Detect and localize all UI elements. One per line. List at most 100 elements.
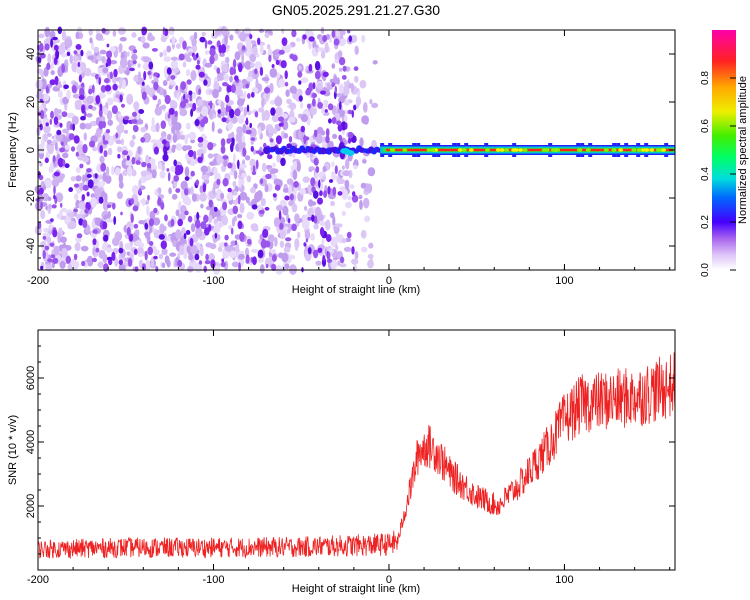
spectrogram-noise-cell <box>72 93 80 99</box>
spectrogram-noise-cell <box>221 63 229 73</box>
spectrogram-noise-cell <box>287 44 292 50</box>
spectrogram-noise-cell <box>133 49 138 54</box>
spectrogram-noise-cell <box>237 159 240 170</box>
spectrogram-x-tick-label: -200 <box>27 275 49 287</box>
spectrogram-noise-cell <box>148 61 154 70</box>
spectrogram-x-tick-label: 100 <box>555 275 573 287</box>
spectrogram-noise-cell <box>291 29 297 38</box>
spectrogram-noise-cell <box>80 245 89 252</box>
spectrogram-noise-cell <box>336 112 341 121</box>
spectrogram-noise-cell <box>279 240 285 248</box>
spectrogram-noise-cell <box>73 208 79 213</box>
spectrogram-noise-cell <box>237 115 245 124</box>
spectrogram-noise-cell <box>353 104 357 111</box>
spectrogram-noise-cell <box>221 258 225 263</box>
spectrogram-signal-cell <box>495 148 501 152</box>
spectrogram-noise-cell <box>187 265 194 273</box>
spectrogram-noise-cell <box>323 99 329 109</box>
spectrogram-noise-cell <box>341 210 346 216</box>
spectrogram-noise-cell <box>261 162 267 172</box>
spectrogram-noise-cell <box>53 116 59 125</box>
spectrogram-noise-cell <box>112 237 120 247</box>
spectrogram-signal-cell <box>485 148 490 152</box>
spectrogram-noise-cell <box>39 123 43 131</box>
spectrogram-noise-cell <box>158 234 165 240</box>
spectrogram-noise-cell <box>67 263 73 272</box>
spectrogram-x-tick-label: 0 <box>386 275 392 287</box>
spectrogram-noise-cell <box>84 111 87 118</box>
spectrogram-noise-cell <box>117 146 123 153</box>
spectrogram-noise-cell <box>359 137 364 148</box>
spectrogram-noise-cell <box>98 107 103 118</box>
spectrogram-noise-cell <box>140 35 146 44</box>
colorbar-gradient <box>712 30 736 270</box>
spectrogram-noise-cell <box>152 95 158 101</box>
spectrogram-noise-cell <box>140 198 147 205</box>
spectrogram-noise-cell <box>341 238 347 244</box>
spectrogram-noise-cell <box>217 128 223 134</box>
spectrogram-noise-cell <box>79 163 84 169</box>
spectrogram-noise-cell <box>225 104 229 113</box>
spectrogram-noise-cell <box>278 116 284 122</box>
spectrogram-noise-cell <box>346 231 352 239</box>
spectrogram-noise-cell <box>106 97 114 106</box>
spectrogram-noise-cell <box>133 223 139 229</box>
spectrogram-noise-cell <box>250 223 259 231</box>
spectrogram-noise-cell <box>200 105 209 117</box>
spectrogram-noise-cell <box>162 49 168 57</box>
spectrogram-noise-cell <box>232 205 239 215</box>
spectrogram-signal-cell <box>603 148 609 152</box>
spectrogram-noise-cell <box>302 34 307 40</box>
spectrogram-noise-cell <box>86 191 90 197</box>
snr-y-tick-label: 4000 <box>25 430 37 454</box>
spectrogram-noise-cell <box>161 262 166 269</box>
spectrogram-noise-cell <box>62 128 69 134</box>
spectrogram-noise-cell <box>348 137 352 144</box>
spectrogram-noise-cell <box>146 162 152 169</box>
spectrogram-noise-cell <box>147 35 156 42</box>
spectrogram-noise-cell <box>238 262 242 272</box>
spectrogram-noise-cell <box>38 33 45 39</box>
spectrogram-noise-cell <box>226 192 234 201</box>
colorbar-label: Normalized spectral amplitude <box>737 76 749 224</box>
spectrogram-noise-cell <box>66 51 71 57</box>
spectrogram-noise-cell <box>204 260 211 265</box>
spectrogram-noise-cell <box>162 26 166 36</box>
spectrogram-noise-cell <box>197 156 203 163</box>
spectrogram-noise-cell <box>99 155 105 164</box>
spectrogram-noise-cell <box>338 57 346 66</box>
spectrogram-noise-cell <box>186 79 192 85</box>
spectrogram-noise-cell <box>209 243 217 250</box>
spectrogram-noise-cell <box>258 238 262 245</box>
spectrogram-noise-cell <box>115 132 119 139</box>
spectrogram-noise-cell <box>247 238 252 245</box>
spectrogram-noise-cell <box>293 181 299 188</box>
spectrogram-noise-cell <box>363 116 369 125</box>
spectrogram-noise-cell <box>147 246 153 256</box>
spectrogram-noise-cell <box>353 164 358 170</box>
spectrogram-noise-cell <box>239 31 248 42</box>
spectrogram-noise-cell <box>118 259 124 266</box>
spectrogram-noise-cell <box>269 249 277 254</box>
spectrogram-noise-cell <box>170 165 177 173</box>
spectrogram-noise-cell <box>336 120 342 126</box>
spectrogram-noise-cell <box>107 119 113 126</box>
spectrogram-noise-cell <box>219 52 225 57</box>
spectrogram-noise-cell <box>342 170 351 177</box>
spectrogram-noise-cell <box>68 133 75 141</box>
spectrogram-noise-cell <box>188 253 194 261</box>
spectrogram-noise-cell <box>323 190 328 198</box>
spectrogram-noise-cell <box>121 103 125 108</box>
spectrogram-noise-cell <box>102 253 108 264</box>
spectrogram-noise-cell <box>264 32 270 39</box>
spectrogram-noise-cell <box>271 263 277 272</box>
spectrogram-noise-cell <box>185 69 191 77</box>
spectrogram-noise-cell <box>224 242 228 247</box>
spectrogram-noise-cell <box>152 217 161 226</box>
spectrogram-noise-cell <box>54 142 58 151</box>
spectrogram-noise-cell <box>159 170 166 179</box>
spectrogram-noise-cell <box>47 196 52 201</box>
spectrogram-noise-cell <box>345 237 352 243</box>
spectrogram-noise-cell <box>36 92 44 100</box>
spectrogram-noise-cell <box>229 250 236 259</box>
